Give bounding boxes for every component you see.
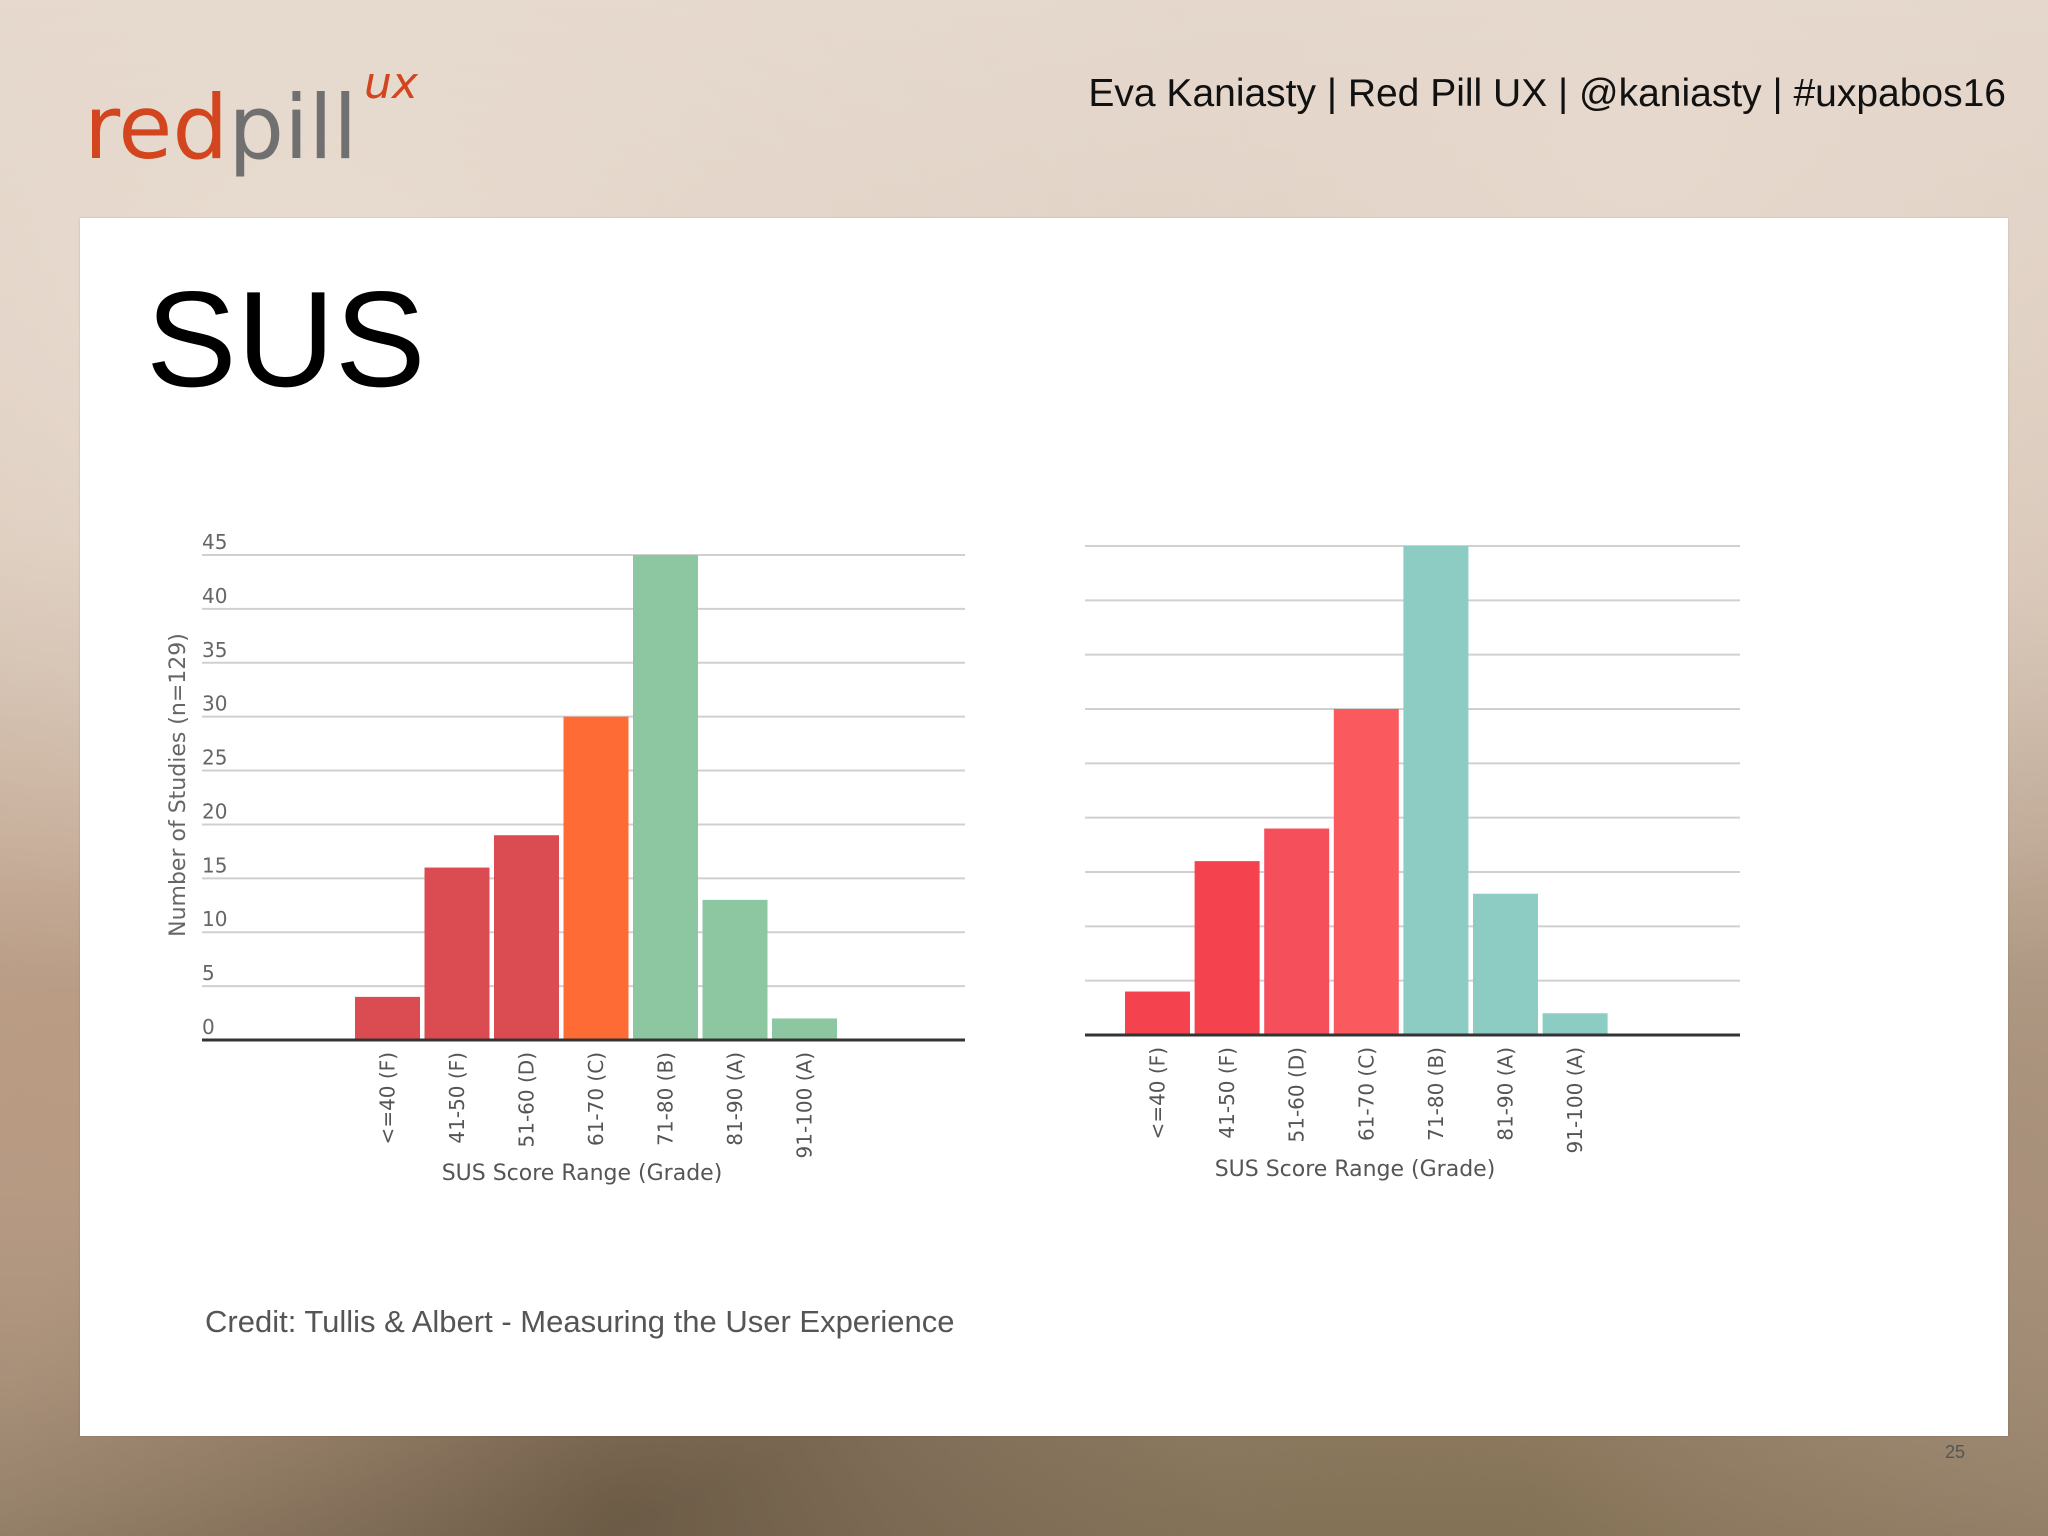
- bar: [633, 555, 698, 1040]
- bar: [1125, 991, 1190, 1035]
- y-tick-label: 40: [202, 584, 227, 608]
- bar: [772, 1018, 837, 1040]
- y-tick-label: 20: [202, 799, 227, 823]
- presenter-line: Eva Kaniasty | Red Pill UX | @kaniasty |…: [1088, 72, 2006, 115]
- y-tick-label: 0: [202, 1015, 215, 1039]
- slide-title: SUS: [146, 263, 426, 415]
- y-tick-label: 10: [202, 907, 227, 931]
- bar: [1333, 709, 1399, 1035]
- x-tick-label: 71-80 (B): [1424, 1047, 1448, 1141]
- x-tick-label: 91-100 (A): [793, 1052, 817, 1158]
- slide-card: SUS Credit: Tullis & Albert - Measuring …: [80, 218, 2008, 1436]
- logo-red-text: red: [84, 76, 228, 179]
- y-axis-label: Number of Studies (n=129): [166, 633, 191, 937]
- x-tick-label: <=40 (F): [1146, 1047, 1170, 1139]
- x-tick-label: <=40 (F): [376, 1052, 400, 1144]
- bar: [424, 867, 490, 1040]
- x-axis-label: SUS Score Range (Grade): [442, 1161, 723, 1186]
- y-tick-label: 30: [202, 692, 227, 716]
- bar: [355, 996, 420, 1040]
- x-tick-label: 41-50 (F): [1215, 1047, 1239, 1139]
- x-tick-label: 51-60 (D): [1285, 1047, 1309, 1142]
- x-tick-label: 81-90 (A): [723, 1052, 747, 1146]
- x-tick-label: 41-50 (F): [445, 1052, 469, 1144]
- bar: [1403, 546, 1469, 1035]
- bar: [1194, 861, 1260, 1035]
- x-tick-label: 81-90 (A): [1494, 1047, 1518, 1141]
- credit-text: Credit: Tullis & Albert - Measuring the …: [205, 1304, 955, 1339]
- x-tick-label: 61-70 (C): [1354, 1047, 1378, 1141]
- y-tick-label: 15: [202, 853, 227, 877]
- y-tick-label: 25: [202, 746, 227, 770]
- bar: [1542, 1013, 1608, 1035]
- x-tick-label: 71-80 (B): [654, 1052, 678, 1146]
- x-tick-label: 51-60 (D): [515, 1052, 539, 1147]
- page-number: 25: [1945, 1442, 1966, 1462]
- x-axis-label: SUS Score Range (Grade): [1215, 1157, 1496, 1182]
- bar: [702, 899, 768, 1040]
- chart-1: 0 5 10 15 20 25 30 35 40 45 Number of Studies (n=1…: [166, 530, 965, 1186]
- bar: [563, 716, 629, 1040]
- x-tick-label: 91-100 (A): [1563, 1047, 1587, 1153]
- logo-gray-text: pill: [228, 76, 357, 179]
- logo-ux-text: ux: [364, 58, 419, 109]
- y-tick-label: 5: [202, 961, 215, 985]
- svg-text:redpill: redpill: [84, 76, 357, 179]
- bar: [1264, 828, 1330, 1035]
- y-tick-label: 45: [202, 530, 227, 554]
- bar: [1473, 893, 1538, 1035]
- x-tick-label: 61-70 (C): [584, 1052, 608, 1146]
- redpill-ux-logo: redpill ux: [84, 58, 419, 179]
- bar: [494, 835, 559, 1040]
- chart-2: <=40 (F) 41-50 (F) 51-60 (D) 61-70 (C) 71-80…: [1085, 545, 1740, 1182]
- y-tick-label: 35: [202, 638, 227, 662]
